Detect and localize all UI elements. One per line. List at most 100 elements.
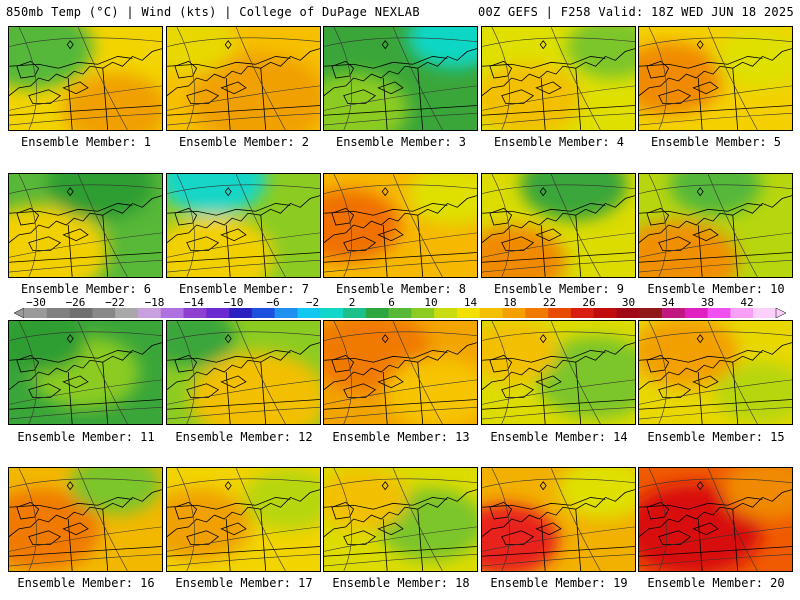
colorbar-tick-label: −26 bbox=[65, 296, 86, 309]
height-contour bbox=[482, 478, 635, 488]
height-contour bbox=[392, 27, 443, 130]
geographic-boundary bbox=[417, 362, 424, 424]
height-contour bbox=[392, 174, 443, 277]
colorbar-swatch bbox=[160, 308, 184, 318]
height-contour bbox=[491, 174, 510, 277]
great-lake-outline bbox=[16, 60, 40, 79]
height-contour bbox=[648, 27, 667, 130]
colorbar-tick-label: −6 bbox=[266, 296, 280, 309]
geographic-boundary bbox=[9, 350, 133, 363]
temperature-anomaly-region bbox=[243, 468, 320, 530]
great-lake-outline bbox=[535, 375, 562, 389]
colorbar-tick-label: −2 bbox=[305, 296, 320, 309]
height-contour bbox=[9, 526, 162, 552]
colorbar-tick-label: −30 bbox=[26, 296, 46, 309]
height-contour bbox=[9, 554, 162, 567]
geographic-boundary bbox=[260, 509, 267, 571]
ensemble-member-map-9 bbox=[481, 173, 636, 278]
colorbar-swatch bbox=[502, 308, 526, 318]
ensemble-member-label: Ensemble Member: 13 bbox=[332, 430, 470, 444]
height-contour bbox=[167, 407, 320, 420]
geographic-boundary bbox=[225, 371, 231, 424]
height-contour bbox=[324, 232, 477, 258]
geographic-boundary bbox=[540, 224, 546, 277]
ensemble-member-label: Ensemble Member: 20 bbox=[647, 576, 785, 590]
colorbar-max-arrow bbox=[775, 308, 786, 318]
ensemble-member-label: Ensemble Member: 18 bbox=[332, 576, 470, 590]
great-lake-outline bbox=[343, 236, 377, 251]
height-contour bbox=[9, 260, 162, 273]
height-contour bbox=[18, 321, 37, 424]
height-contour bbox=[9, 113, 162, 126]
temperature-anomaly-region bbox=[167, 215, 275, 277]
height-contour bbox=[167, 526, 320, 552]
temperature-anomaly-region bbox=[324, 189, 401, 262]
temperature-anomaly-region bbox=[324, 73, 409, 130]
great-lake-outline bbox=[186, 383, 220, 398]
height-contour bbox=[235, 27, 286, 130]
ensemble-member-label: Ensemble Member: 16 bbox=[17, 576, 155, 590]
height-contour bbox=[482, 407, 635, 420]
temperature-map-2 bbox=[167, 27, 320, 130]
temperature-anomaly-region bbox=[167, 174, 267, 216]
great-lake-outline bbox=[343, 89, 377, 104]
height-contour bbox=[482, 331, 635, 341]
temperature-map-13 bbox=[324, 321, 477, 424]
great-lake-outline bbox=[220, 81, 247, 95]
geographic-boundary bbox=[697, 518, 703, 571]
geographic-boundary bbox=[575, 68, 582, 130]
great-lake-outline bbox=[174, 207, 198, 226]
height-contour bbox=[333, 321, 352, 424]
great-lake-outline bbox=[501, 236, 535, 251]
station-marker-icon bbox=[539, 40, 547, 50]
geographic-boundary bbox=[382, 518, 388, 571]
height-contour bbox=[77, 27, 128, 130]
height-contour bbox=[324, 113, 477, 126]
colorbar-swatch bbox=[206, 308, 230, 318]
geographic-boundary bbox=[697, 77, 703, 130]
colorbar-swatch bbox=[684, 308, 708, 318]
great-lake-outline bbox=[28, 530, 62, 545]
great-lake-outline bbox=[331, 207, 355, 226]
great-lake-outline bbox=[535, 228, 562, 242]
geographic-boundary bbox=[67, 371, 73, 424]
temperature-map-7 bbox=[167, 174, 320, 277]
ensemble-member-label: Ensemble Member: 5 bbox=[650, 135, 782, 149]
height-contour bbox=[18, 468, 37, 571]
height-contour bbox=[482, 85, 635, 111]
geographic-boundary bbox=[417, 509, 424, 571]
temperature-map-19 bbox=[482, 468, 635, 571]
height-contour bbox=[491, 321, 510, 424]
station-marker-icon bbox=[66, 334, 74, 344]
geographic-boundary bbox=[540, 371, 546, 424]
height-contour bbox=[639, 526, 792, 552]
ensemble-member-label: Ensemble Member: 19 bbox=[490, 576, 628, 590]
great-lake-outline bbox=[174, 354, 198, 373]
temperature-map-6 bbox=[9, 174, 162, 277]
colorbar-swatch bbox=[229, 308, 253, 318]
height-contour bbox=[482, 260, 635, 273]
colorbar-swatch bbox=[593, 308, 617, 318]
height-contour bbox=[550, 321, 601, 424]
height-contour bbox=[324, 407, 477, 420]
geographic-boundary bbox=[67, 77, 73, 130]
ensemble-member-map-4 bbox=[481, 26, 636, 131]
geographic-boundary bbox=[260, 362, 267, 424]
geographic-boundary bbox=[482, 350, 606, 363]
great-lake-outline bbox=[331, 354, 355, 373]
height-contour bbox=[235, 468, 286, 571]
geographic-boundary bbox=[382, 77, 388, 130]
colorbar-tick-label: 6 bbox=[388, 296, 395, 309]
great-lake-outline bbox=[16, 207, 40, 226]
geographic-boundary bbox=[697, 371, 703, 424]
great-lake-outline bbox=[28, 383, 62, 398]
colorbar-swatch bbox=[639, 308, 663, 318]
great-lake-outline bbox=[16, 501, 40, 520]
ensemble-member-label: Ensemble Member: 17 bbox=[175, 576, 313, 590]
great-lake-outline bbox=[501, 530, 535, 545]
height-contour bbox=[482, 232, 635, 258]
height-contour bbox=[482, 37, 635, 47]
height-contour bbox=[9, 85, 162, 111]
station-marker-icon bbox=[539, 334, 547, 344]
ensemble-member-map-3 bbox=[323, 26, 478, 131]
